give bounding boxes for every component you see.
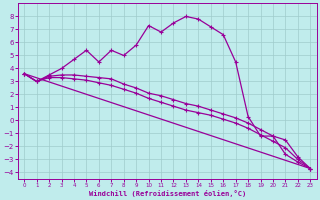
X-axis label: Windchill (Refroidissement éolien,°C): Windchill (Refroidissement éolien,°C) bbox=[89, 190, 246, 197]
